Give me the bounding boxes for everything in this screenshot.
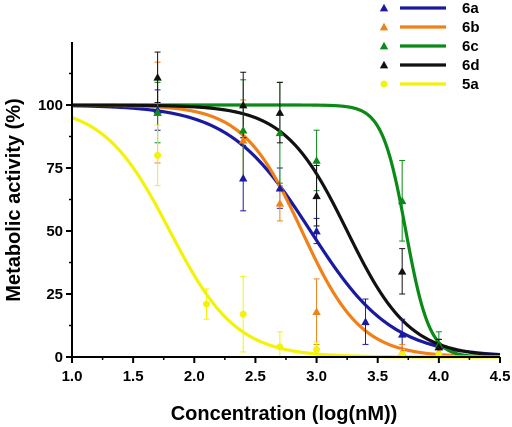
point-6c-0 [153,108,162,116]
y-tick-label-2: 50 [46,223,63,240]
point-6c-1 [239,126,248,134]
x-tick-label-7: 4.5 [490,368,511,385]
legend-label-6c: 6c [462,38,479,55]
point-6d-1 [239,100,248,109]
fit-curve-6c [72,103,501,359]
point-6a-1 [239,173,248,182]
fit-curve-5a [71,116,500,359]
point-6a-5 [397,330,407,338]
point-5a-2 [239,310,247,318]
y-tick-label-3: 75 [46,160,63,177]
point-6a-4 [361,317,370,326]
legend-marker-5a [380,80,388,88]
y-tick-label-0: 0 [55,349,63,366]
tick-labels: 1.0 1.5 2.0 2.5 3.0 3.5 4.0 4.5 0 25 50 75 100 [38,97,510,385]
point-6d-2 [275,108,285,116]
point-5a-1 [203,300,211,308]
x-tick-label-0: 1.0 [62,368,83,385]
x-tick-label-1: 1.5 [123,368,144,385]
point-6d-3 [312,191,321,200]
fit-curve-6b [71,103,501,359]
legend-label-6b: 6b [462,19,480,36]
legend-marker-6c [379,41,389,50]
point-5a-4 [313,345,321,353]
legend-marker-6b [379,22,389,31]
y-tick-label-4: 100 [38,97,63,114]
legend-marker-6a [379,3,389,12]
point-6a-3 [312,226,321,235]
point-5a-3 [276,343,284,351]
legend: 6a 6b 6c 6d 5a [379,0,480,93]
point-6c-4 [397,196,407,205]
point-6b-3 [312,307,321,315]
legend-label-6a: 6a [462,0,479,17]
x-tick-label-6: 4.0 [428,368,449,385]
point-6a-2 [275,183,285,192]
y-tick-label-1: 25 [46,286,63,303]
x-tick-label-5: 3.5 [367,368,388,385]
point-5a-0 [154,151,162,159]
point-6d-5 [434,342,444,351]
x-tick-label-3: 2.5 [245,368,266,385]
point-6c-3 [312,156,321,164]
fit-curves [71,103,501,359]
x-tick-label-2: 2.0 [184,368,205,385]
point-6b-2 [275,199,285,207]
point-6c-2 [275,128,285,137]
legend-label-6d: 6d [462,57,480,74]
fit-curve-6d [72,103,501,357]
point-6d-4 [397,267,407,275]
point-6b-1 [239,136,248,144]
y-axis-label: Metabolic activity (%) [3,98,25,301]
fit-curve-6a [71,104,501,357]
x-axis-label: Concentration (log(nM)) [171,403,398,425]
x-tick-label-4: 3.0 [306,368,327,385]
legend-marker-6d [379,60,389,69]
axes [66,42,501,363]
error-bars [154,51,442,358]
legend-label-5a: 5a [462,76,479,93]
point-6d-0 [153,73,162,81]
